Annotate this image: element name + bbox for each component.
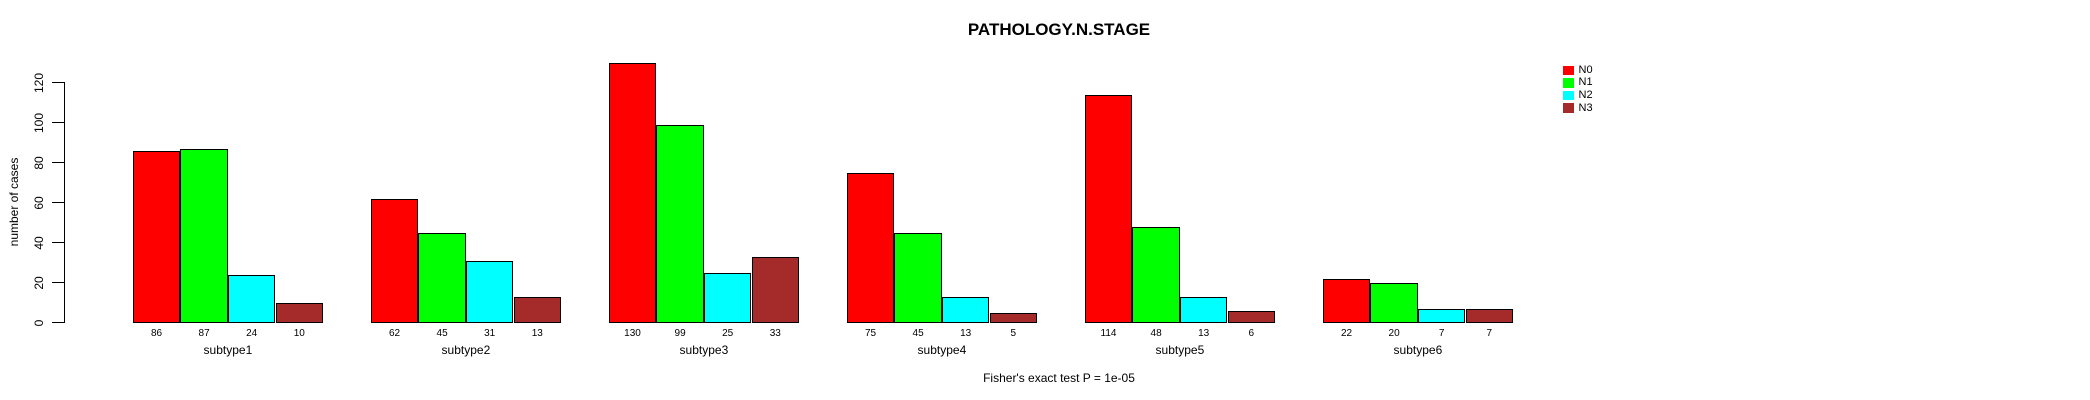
bar-value-label: 25	[722, 327, 734, 339]
bar-subtype4-N3	[989, 312, 1038, 323]
bar-subtype2-N2	[465, 260, 514, 323]
y-tick	[52, 282, 64, 283]
bar-subtype2-N0	[370, 198, 419, 323]
legend-row-N1: N1	[1563, 77, 1593, 90]
legend: N0 N1 N2 N3	[1563, 64, 1593, 114]
bar-value-label: 45	[912, 327, 924, 339]
y-tick	[52, 162, 64, 163]
bar-value-label: 13	[531, 327, 543, 339]
bar-subtype1-N3	[275, 302, 324, 323]
bar-value-label: 22	[1340, 327, 1353, 339]
bar-value-label: 13	[960, 327, 972, 339]
bar-value-label: 75	[864, 327, 877, 339]
chart-title: PATHOLOGY.N.STAGE	[967, 20, 1151, 39]
bar-subtype3-N2	[703, 272, 752, 323]
category-label-subtype4: subtype4	[917, 343, 967, 357]
y-tick	[52, 202, 64, 203]
legend-swatch-icon	[1563, 78, 1574, 88]
bar-subtype3-N0	[608, 62, 657, 323]
legend-label: N0	[1578, 63, 1593, 76]
bar-value-label: 114	[1100, 327, 1117, 339]
bar-subtype5-N1	[1132, 226, 1180, 323]
bar-value-label: 62	[388, 327, 401, 339]
bar-subtype2-N3	[513, 296, 562, 323]
bar-subtype6-N3	[1465, 308, 1514, 323]
bar-subtype6-N0	[1322, 278, 1371, 323]
bar-value-label: 5	[1010, 327, 1017, 339]
bar-value-label: 33	[769, 327, 781, 339]
legend-row-N0: N0	[1563, 64, 1593, 77]
bar-subtype1-N0	[132, 150, 181, 323]
y-tick-label: 60	[32, 195, 46, 210]
category-label-subtype3: subtype3	[679, 343, 729, 357]
bar-value-label: 99	[674, 327, 686, 339]
category-label-subtype2: subtype2	[441, 343, 491, 357]
bar-subtype2-N1	[418, 232, 466, 323]
bar-subtype4-N1	[894, 232, 942, 323]
y-tick-label: 0	[32, 319, 46, 326]
bar-value-label: 20	[1388, 327, 1400, 339]
category-label-subtype5: subtype5	[1155, 343, 1205, 357]
bar-value-label: 13	[1198, 327, 1210, 339]
bar-subtype3-N3	[751, 256, 800, 323]
bar-subtype1-N2	[227, 274, 276, 323]
y-tick-label: 120	[32, 72, 46, 93]
bar-value-label: 130	[624, 327, 641, 339]
y-tick	[52, 322, 64, 323]
y-tick-label: 20	[32, 275, 46, 290]
y-tick-label: 100	[32, 112, 46, 133]
bar-value-label: 6	[1248, 327, 1255, 339]
bar-subtype3-N1	[656, 124, 704, 323]
bar-subtype4-N0	[846, 172, 895, 323]
stat-test-caption: Fisher's exact test P = 1e-05	[983, 371, 1135, 385]
bar-value-label: 31	[484, 327, 496, 339]
y-axis-label: number of cases	[7, 157, 21, 247]
legend-row-N2: N2	[1563, 89, 1593, 102]
bar-value-label: 87	[198, 327, 210, 339]
legend-label: N3	[1578, 101, 1593, 114]
legend-label: N2	[1578, 88, 1593, 101]
bar-value-label: 10	[293, 327, 305, 339]
bar-subtype5-N3	[1227, 310, 1276, 323]
category-label-subtype1: subtype1	[203, 343, 253, 357]
bar-value-label: 86	[150, 327, 163, 339]
legend-swatch-icon	[1563, 90, 1574, 101]
y-tick	[52, 122, 64, 123]
bar-subtype5-N2	[1179, 296, 1228, 323]
y-tick	[52, 242, 64, 243]
y-axis-line	[64, 82, 65, 323]
legend-swatch-icon	[1563, 65, 1574, 76]
bar-value-label: 45	[436, 327, 448, 339]
legend-row-N3: N3	[1563, 102, 1593, 115]
legend-swatch-icon	[1563, 103, 1574, 113]
bar-value-label: 7	[1438, 327, 1445, 339]
bar-subtype5-N0	[1084, 94, 1133, 323]
bar-subtype6-N1	[1370, 282, 1418, 323]
y-tick-label: 40	[32, 235, 46, 250]
bar-subtype6-N2	[1417, 308, 1466, 323]
bar-subtype1-N1	[180, 148, 228, 323]
category-label-subtype6: subtype6	[1393, 343, 1443, 357]
y-tick-label: 80	[32, 155, 46, 170]
bar-value-label: 24	[246, 327, 258, 339]
y-tick	[52, 82, 64, 83]
bar-subtype4-N2	[941, 296, 990, 323]
legend-label: N1	[1578, 76, 1593, 89]
bar-value-label: 7	[1486, 327, 1493, 339]
bar-value-label: 48	[1150, 327, 1162, 339]
